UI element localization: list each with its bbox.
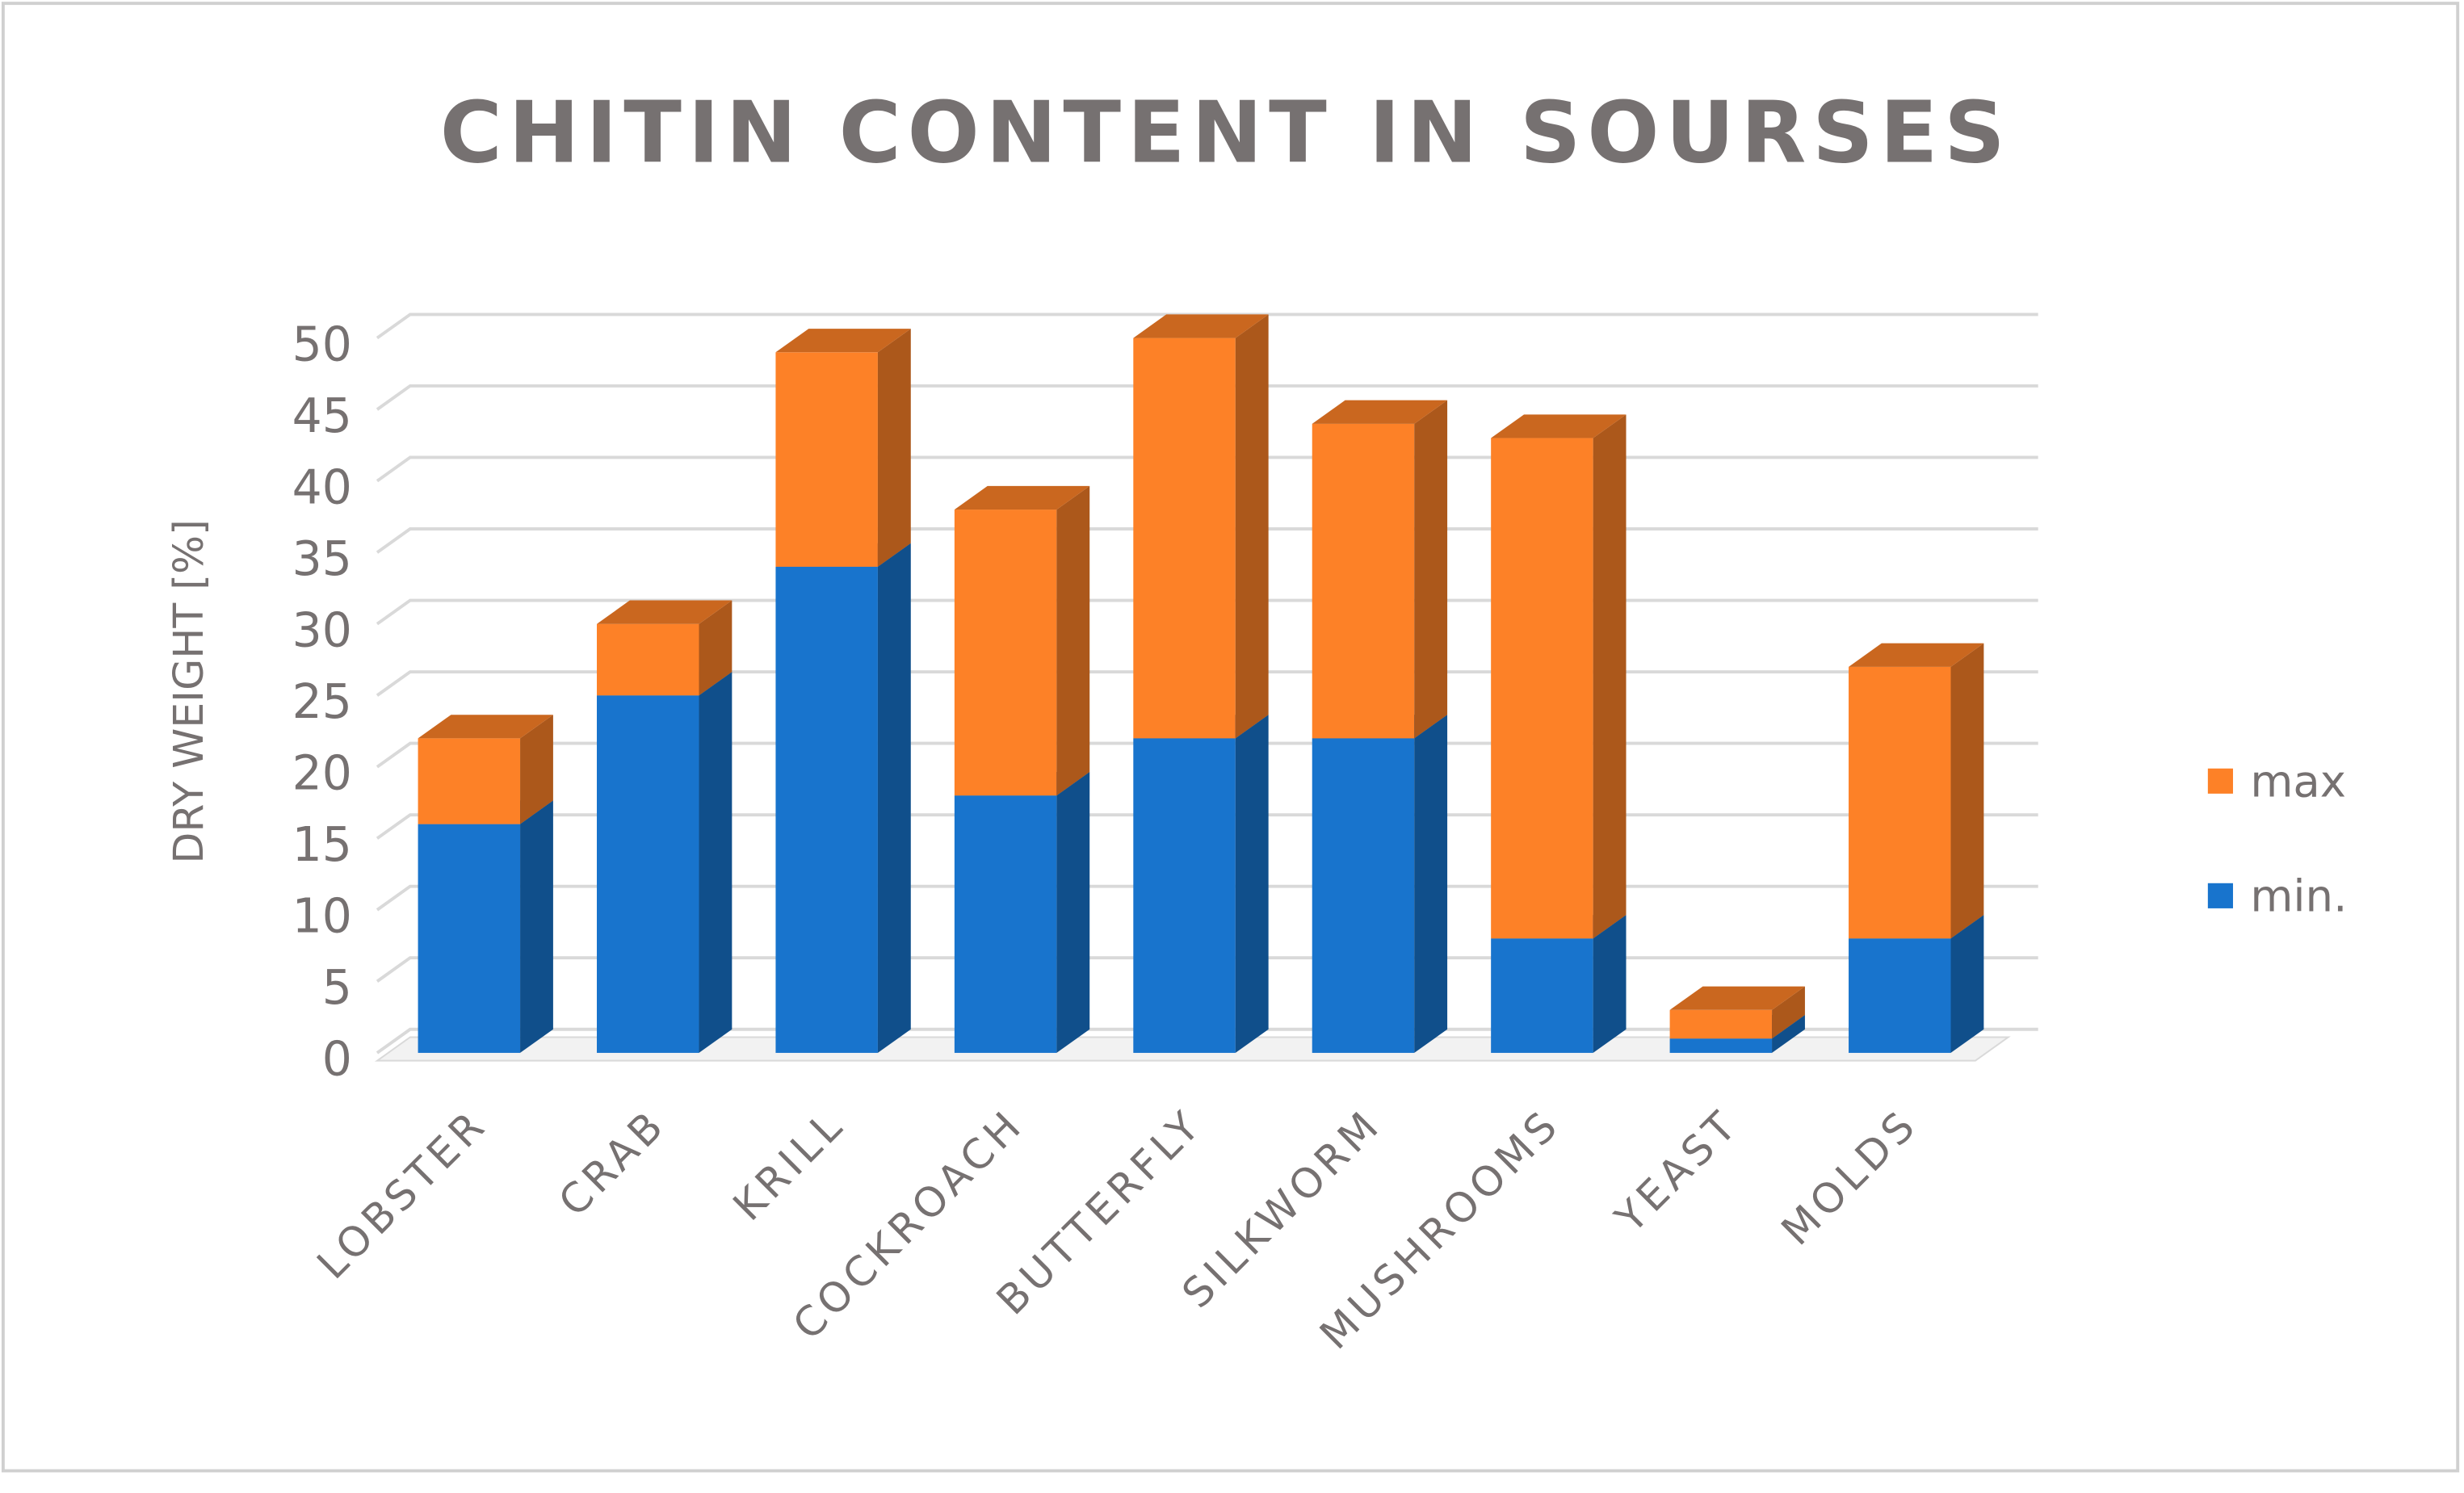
- bar-top: [1312, 400, 1448, 424]
- legend-label: max: [2250, 755, 2346, 807]
- bar-segment: [597, 695, 699, 1053]
- bar-side: [699, 600, 732, 696]
- bar-segment: [1849, 938, 1951, 1053]
- bar-segment: [775, 566, 878, 1053]
- legend-swatch: [2207, 768, 2233, 794]
- bar-segment: [597, 623, 699, 696]
- grid-line: [376, 384, 2038, 411]
- y-tick-label: 10: [292, 889, 352, 944]
- bar-segment: [1312, 423, 1415, 739]
- y-tick-label: 40: [292, 459, 352, 514]
- y-tick-label: 30: [292, 603, 352, 658]
- bar-segment: [418, 738, 521, 824]
- bar-side: [1235, 715, 1269, 1053]
- bar-side: [1056, 485, 1090, 796]
- y-tick-label: 25: [292, 674, 352, 729]
- y-axis-title: DRY WEIGHT [%]: [165, 519, 212, 863]
- bar-side: [1772, 1015, 1805, 1053]
- bar-side: [1950, 915, 1984, 1053]
- bar-side: [1056, 772, 1090, 1053]
- legend-swatch: [2207, 883, 2233, 908]
- bar-side: [877, 543, 911, 1053]
- bar-top: [597, 600, 732, 624]
- bar-side: [1593, 915, 1627, 1053]
- bar-top: [775, 329, 911, 353]
- bar-side: [1414, 400, 1448, 739]
- bar-top: [1133, 314, 1269, 338]
- bar-segment: [954, 795, 1057, 1053]
- y-tick-label: 50: [292, 317, 352, 371]
- y-tick-label: 5: [322, 960, 352, 1015]
- bar-top: [418, 715, 553, 739]
- bar-top: [954, 485, 1090, 510]
- bar-segment: [1312, 738, 1415, 1053]
- y-tick-label: 35: [292, 531, 352, 586]
- bar-segment: [775, 352, 878, 567]
- bar-side: [877, 329, 911, 567]
- bar-side: [1414, 715, 1448, 1053]
- bar-segment: [954, 510, 1057, 796]
- bar-segment: [1669, 1038, 1773, 1053]
- bar-segment: [418, 824, 521, 1053]
- legend-label: min.: [2250, 870, 2347, 921]
- bar-side: [699, 672, 732, 1053]
- bar-segment: [1849, 666, 1951, 939]
- chart-title: CHITIN CONTENT IN SOURSES: [440, 82, 2012, 182]
- bar-side: [1593, 414, 1627, 939]
- bar-segment: [1491, 938, 1593, 1053]
- y-tick-label: 15: [292, 817, 352, 872]
- bar-top: [1491, 414, 1627, 438]
- bar-top: [1669, 986, 1805, 1010]
- y-tick-label: 20: [292, 746, 352, 801]
- grid-line: [376, 312, 2038, 340]
- y-tick-label: 45: [292, 388, 352, 443]
- bar-side: [520, 800, 553, 1053]
- bar-side: [1772, 986, 1805, 1039]
- bar-side: [520, 715, 553, 824]
- bar-top: [1849, 643, 1984, 667]
- bar-segment: [1669, 1009, 1773, 1039]
- bar-side: [1235, 314, 1269, 739]
- bar-side: [1950, 643, 1984, 939]
- bar-segment: [1133, 738, 1236, 1053]
- y-tick-label: 0: [322, 1032, 352, 1087]
- bar-segment: [1133, 338, 1236, 739]
- bar-segment: [1491, 438, 1593, 939]
